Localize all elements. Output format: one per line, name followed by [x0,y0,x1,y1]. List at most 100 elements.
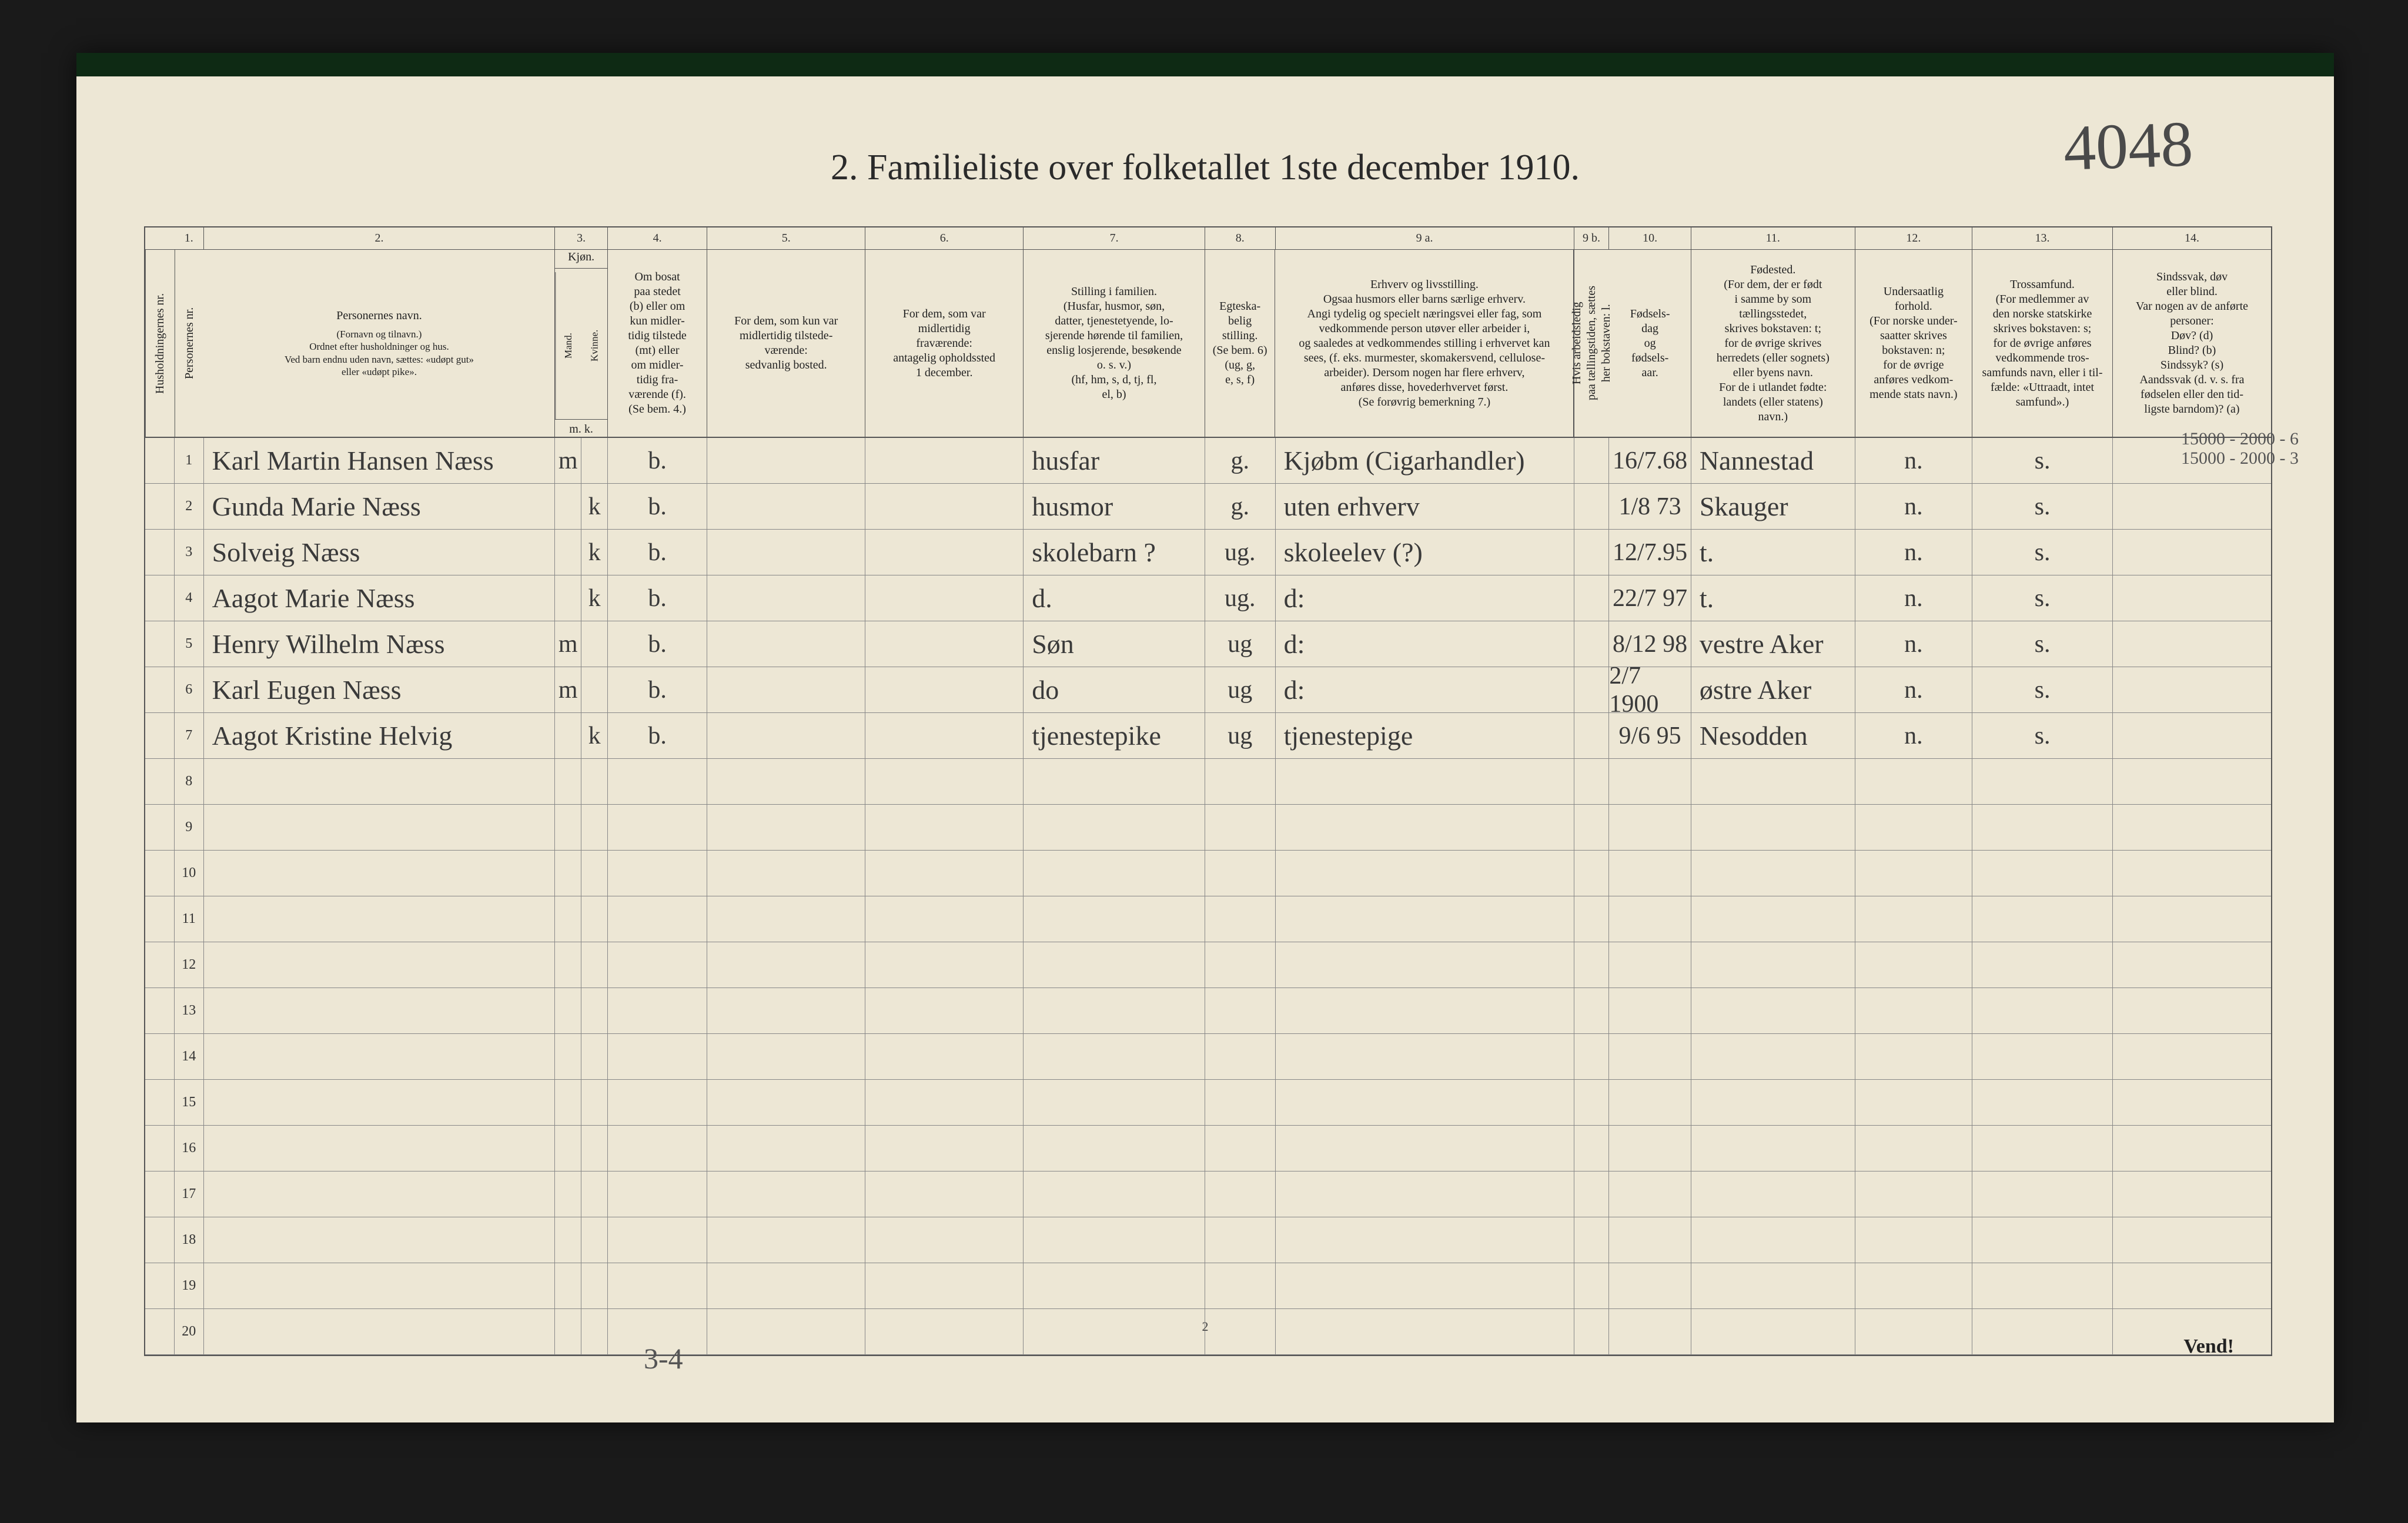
table-cell: s. [1972,530,2113,575]
table-cell [608,942,707,988]
table-cell [1574,805,1610,850]
table-cell [1574,942,1610,988]
table-cell [1691,942,1855,988]
table-cell [1609,1080,1691,1125]
table-cell: 15 [175,1080,204,1125]
table-cell [707,1263,865,1308]
table-cell [555,530,581,575]
table-cell [1691,1126,1855,1171]
table-cell: s. [1972,713,2113,758]
table-cell [581,1171,608,1217]
table-cell: n. [1855,530,1972,575]
table-cell [1574,1126,1610,1171]
table-cell [707,575,865,621]
table-cell [608,1171,707,1217]
table-cell [1205,1263,1276,1308]
table-cell [145,1171,175,1217]
table-cell [707,1309,865,1354]
table-cell [707,759,865,804]
table-cell: 22/7 97 [1609,575,1691,621]
table-cell [581,1080,608,1125]
table-cell: ug [1205,621,1276,667]
table-cell [707,1171,865,1217]
table-cell [1972,1309,2113,1354]
table-cell [1024,1309,1205,1354]
colnum-14: 14. [2113,227,2271,249]
table-cell: k [581,713,608,758]
table-cell [145,851,175,896]
table-cell [1609,988,1691,1033]
table-cell: s. [1972,438,2113,483]
table-cell: 1 [175,438,204,483]
table-cell [1609,1263,1691,1308]
table-row: 6Karl Eugen Næssmb.dougd:2/7 1900østre A… [145,667,2271,713]
table-cell: tjenestepige [1276,713,1574,758]
table-cell [2113,988,2271,1033]
table-cell [145,1309,175,1354]
table-row: 19 [145,1263,2271,1309]
table-cell [555,988,581,1033]
table-cell [2113,805,2271,850]
table-cell: skoleelev (?) [1276,530,1574,575]
table-cell [555,1309,581,1354]
table-cell [204,1263,556,1308]
table-cell: t. [1691,575,1855,621]
colnum-1a [145,227,175,249]
table-cell [707,805,865,850]
table-cell [555,1034,581,1079]
table-cell: ug [1205,667,1276,712]
table-cell [2113,1080,2271,1125]
table-cell: ug. [1205,530,1276,575]
table-cell [581,1126,608,1171]
table-cell [707,621,865,667]
table-cell [865,1217,1024,1263]
table-row: 16 [145,1126,2271,1171]
table-cell [1276,1080,1574,1125]
table-cell [555,484,581,529]
table-cell [1855,1126,1972,1171]
table-row: 7Aagot Kristine Helvigkb.tjenestepikeugt… [145,713,2271,759]
table-cell [1574,1309,1610,1354]
table-cell [865,1080,1024,1125]
table-cell [1205,759,1276,804]
table-cell [204,805,556,850]
table-cell [865,713,1024,758]
table-cell: 8/12 98 [1609,621,1691,667]
table-cell [1691,851,1855,896]
table-row: 9 [145,805,2271,851]
table-cell [555,1126,581,1171]
table-cell: n. [1855,438,1972,483]
table-cell: d: [1276,667,1574,712]
table-cell [608,896,707,942]
table-cell [1024,1217,1205,1263]
table-cell [1024,942,1205,988]
table-cell [1972,988,2113,1033]
table-cell [2113,896,2271,942]
table-cell [865,530,1024,575]
table-cell: m [555,621,581,667]
table-cell [581,1263,608,1308]
hdr-birthdate: Fødsels- dag og fødsels- aar. [1609,250,1691,437]
table-cell: n. [1855,713,1972,758]
table-cell [1205,988,1276,1033]
table-cell [1574,1034,1610,1079]
table-cell [1609,805,1691,850]
table-cell [865,1126,1024,1171]
table-cell: d. [1024,575,1205,621]
table-cell [1972,851,2113,896]
table-cell [707,1217,865,1263]
table-cell [707,896,865,942]
table-cell [555,1263,581,1308]
hdr-name: Personernes navn. (Fornavn og tilnavn.) … [204,250,556,437]
table-cell [1691,759,1855,804]
table-cell [145,805,175,850]
table-cell: 2/7 1900 [1609,667,1691,712]
table-cell [145,621,175,667]
table-cell: Karl Eugen Næss [204,667,556,712]
table-row: 13 [145,988,2271,1034]
table-cell [865,484,1024,529]
table-cell [1855,1263,1972,1308]
table-cell [1972,942,2113,988]
table-cell [581,1309,608,1354]
table-cell [865,1263,1024,1308]
